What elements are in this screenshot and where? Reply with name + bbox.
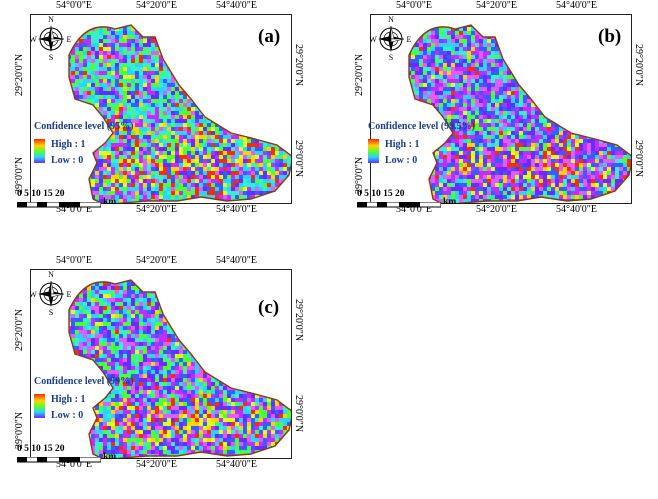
- lon-label-bottom-1: 54°0'0"E: [56, 459, 92, 470]
- lat-label-right-1: 29°20'0"N: [293, 299, 304, 342]
- lat-label-right-2: 29°0'0"N: [633, 140, 644, 178]
- lon-label-bottom-3: 54°40'0"E: [216, 204, 257, 215]
- legend-low: Low : 0: [51, 410, 84, 421]
- lon-label-bottom-1: 54°0'0"E: [396, 204, 432, 215]
- compass-n: N: [48, 15, 54, 24]
- lon-label-top-3: 54°40'0"E: [216, 0, 257, 11]
- legend-color-ramp: [34, 139, 45, 163]
- north-arrow-compass-icon: N S W E: [30, 15, 72, 60]
- legend-high: High : 1: [51, 394, 86, 405]
- compass-w: W: [30, 35, 37, 44]
- map-panel-c: 54°0'0"E 54°20'0"E 54°40'0"E 54°0'0"E 54…: [8, 255, 308, 470]
- north-arrow-compass-icon: N S W E: [30, 270, 72, 315]
- legend-high: High : 1: [51, 139, 86, 150]
- compass-s: S: [49, 53, 53, 60]
- lon-label-bottom-2: 54°20'0"E: [476, 204, 517, 215]
- compass-e: E: [67, 290, 72, 299]
- lon-label-top-2: 54°20'0"E: [136, 255, 177, 266]
- scale-bar: [17, 202, 101, 208]
- confidence-map: [68, 24, 291, 203]
- lat-label-left-1: 29°20'0"N: [14, 308, 25, 351]
- study-area-boundary: [68, 24, 291, 203]
- legend-color-ramp: [34, 394, 45, 418]
- lon-label-top-3: 54°40'0"E: [556, 0, 597, 11]
- lon-label-top-1: 54°0'0"E: [56, 0, 92, 11]
- north-arrow-compass-icon: N S W E: [370, 15, 412, 60]
- confidence-map: [68, 279, 291, 458]
- lon-label-top-2: 54°20'0"E: [476, 0, 517, 11]
- map-panel-b: 54°0'0"E 54°20'0"E 54°40'0"E 54°0'0"E 54…: [348, 0, 648, 215]
- compass-n: N: [388, 15, 394, 24]
- map-frame: [30, 14, 292, 204]
- compass-e: E: [407, 35, 412, 44]
- panel-label: (b): [598, 26, 622, 47]
- lat-label-right-2: 29°0'0"N: [293, 395, 304, 433]
- lat-label-left-1: 29°20'0"N: [14, 53, 25, 96]
- lon-label-top-3: 54°40'0"E: [216, 255, 257, 266]
- map-frame: [30, 269, 292, 459]
- confidence-map: [408, 24, 631, 203]
- scale-bar-ticks: 0 5 10 15 20: [17, 444, 65, 454]
- scale-bar-unit: km: [103, 452, 117, 462]
- legend-title: Confidence level (99.5%): [368, 121, 475, 132]
- scale-bar-ticks: 0 5 10 15 20: [357, 189, 405, 199]
- compass-s: S: [49, 308, 53, 315]
- compass-s: S: [389, 53, 393, 60]
- map-panel-a: 54°0'0"E 54°20'0"E 54°40'0"E 54°0'0"E 54…: [8, 0, 308, 215]
- compass-w: W: [30, 290, 37, 299]
- legend-title: Confidence level (99%): [34, 376, 134, 387]
- scale-bar-ticks: 0 5 10 15 20: [17, 189, 65, 199]
- study-area-boundary: [408, 24, 631, 203]
- study-area-boundary: [68, 279, 291, 458]
- lat-label-right-1: 29°20'0"N: [293, 44, 304, 87]
- map-frame: [370, 14, 632, 204]
- lat-label-right-2: 29°0'0"N: [293, 140, 304, 178]
- legend-color-ramp: [368, 139, 379, 163]
- legend-low: Low : 0: [51, 155, 84, 166]
- lon-label-bottom-3: 54°40'0"E: [216, 459, 257, 470]
- lon-label-top-2: 54°20'0"E: [136, 0, 177, 11]
- scale-bar: [357, 202, 441, 208]
- lon-label-bottom-2: 54°20'0"E: [136, 204, 177, 215]
- compass-w: W: [370, 35, 377, 44]
- lon-label-bottom-1: 54°0'0"E: [56, 204, 92, 215]
- lon-label-top-1: 54°0'0"E: [396, 0, 432, 11]
- scale-bar-unit: km: [103, 197, 117, 207]
- scale-bar: [17, 457, 101, 463]
- lat-label-right-1: 29°20'0"N: [633, 44, 644, 87]
- lon-label-bottom-3: 54°40'0"E: [556, 204, 597, 215]
- compass-n: N: [48, 270, 54, 279]
- lat-label-left-1: 29°20'0"N: [354, 53, 365, 96]
- legend-title: Confidence level (95%): [34, 121, 134, 132]
- legend-high: High : 1: [385, 139, 420, 150]
- legend-low: Low : 0: [385, 155, 418, 166]
- lon-label-bottom-2: 54°20'0"E: [136, 459, 177, 470]
- panel-label: (c): [258, 297, 280, 318]
- lon-label-top-1: 54°0'0"E: [56, 255, 92, 266]
- compass-e: E: [67, 35, 72, 44]
- panel-label: (a): [258, 26, 281, 47]
- scale-bar-unit: km: [443, 197, 457, 207]
